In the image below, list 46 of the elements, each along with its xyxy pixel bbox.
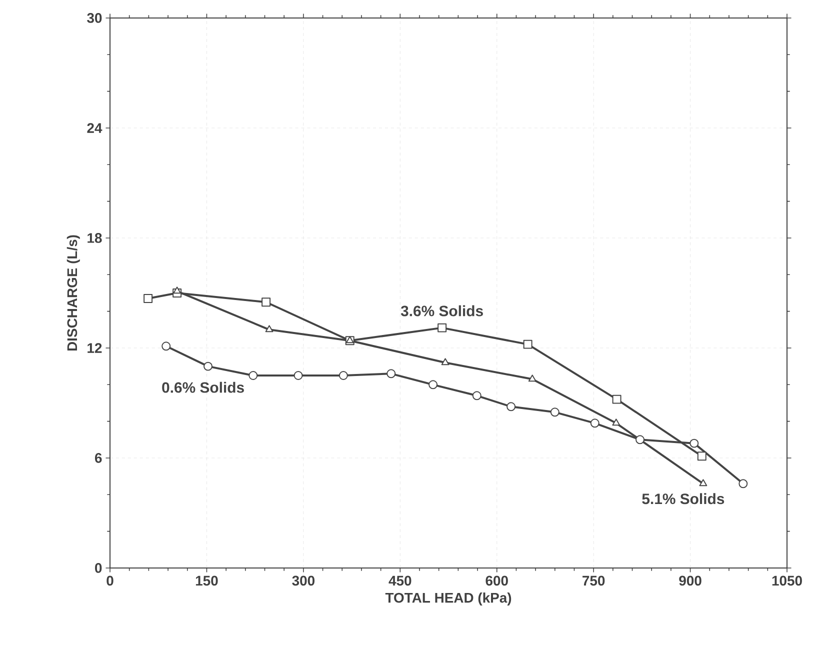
point xyxy=(144,294,153,303)
x-tick-label: 600 xyxy=(486,576,508,586)
y-tick-label: 30 xyxy=(87,13,102,23)
point xyxy=(441,358,450,366)
point xyxy=(612,394,622,404)
point xyxy=(428,380,438,390)
y-axis-title: DISCHARGE (L/s) xyxy=(66,235,80,351)
point xyxy=(528,374,536,382)
x-tick-label: 300 xyxy=(292,576,314,586)
point xyxy=(636,435,644,444)
x-tick-label: 150 xyxy=(196,576,218,586)
point xyxy=(262,298,271,307)
x-axis-title: TOTAL HEAD (kPa) xyxy=(385,592,512,606)
point xyxy=(204,362,212,371)
x-tick-label: 450 xyxy=(388,576,412,586)
point xyxy=(438,323,447,332)
point xyxy=(248,371,258,380)
point xyxy=(338,371,348,380)
point xyxy=(697,452,706,461)
point xyxy=(173,286,182,294)
point xyxy=(550,408,560,417)
point xyxy=(590,418,600,428)
x-tick-label: 750 xyxy=(582,576,605,586)
point xyxy=(472,391,482,400)
series-label: 3.6% Solids xyxy=(400,305,483,316)
x-tick-label: 1050 xyxy=(772,576,802,586)
series-label: 5.1% Solids xyxy=(642,493,724,504)
y-tick-label: 12 xyxy=(88,343,102,353)
x-tick-label: 0 xyxy=(106,576,114,586)
point xyxy=(386,369,396,378)
point xyxy=(738,479,748,488)
y-tick-label: 18 xyxy=(88,233,102,243)
y-tick-label: 24 xyxy=(87,123,102,133)
point xyxy=(523,340,532,349)
point xyxy=(265,325,274,332)
point xyxy=(690,438,699,448)
series-label: 0.6% Solids xyxy=(162,382,244,393)
y-tick-label: 6 xyxy=(94,453,102,463)
point xyxy=(506,402,516,412)
x-tick-label: 900 xyxy=(679,576,702,586)
y-tick-label: 0 xyxy=(95,563,102,573)
point xyxy=(699,479,708,486)
point xyxy=(612,418,620,426)
point xyxy=(294,371,303,380)
point xyxy=(162,342,171,351)
point xyxy=(346,336,354,344)
